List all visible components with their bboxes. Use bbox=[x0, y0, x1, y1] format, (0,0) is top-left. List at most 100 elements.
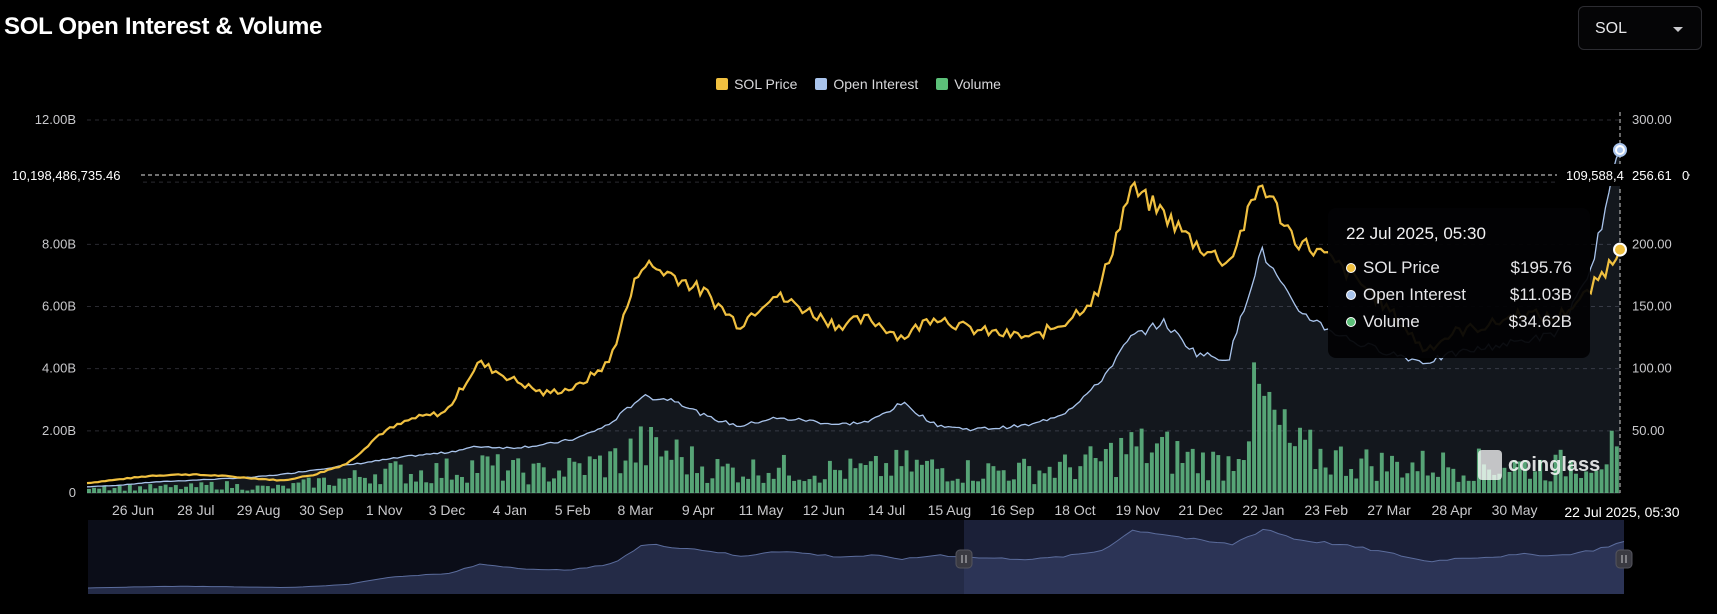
volume-bar bbox=[1052, 477, 1057, 493]
volume-bar bbox=[531, 463, 536, 493]
volume-bar bbox=[224, 481, 229, 493]
volume-bar bbox=[301, 479, 306, 493]
volume-bar bbox=[710, 478, 715, 493]
volume-bar bbox=[465, 482, 470, 493]
volume-bar bbox=[1318, 448, 1323, 493]
volume-bar bbox=[270, 488, 275, 493]
volume-bar bbox=[971, 480, 975, 493]
volume-bar bbox=[659, 456, 664, 493]
volume-bar bbox=[209, 481, 214, 493]
volume-bar bbox=[1088, 446, 1093, 493]
volume-bar bbox=[812, 475, 817, 493]
volume-bar bbox=[623, 460, 628, 493]
volume-bar bbox=[419, 470, 424, 493]
volume-bar bbox=[1144, 463, 1149, 493]
volume-bar bbox=[1579, 477, 1584, 493]
volume-bar bbox=[1548, 481, 1553, 493]
volume-bar bbox=[235, 484, 240, 493]
volume-bar bbox=[291, 483, 296, 493]
volume-bar bbox=[945, 481, 950, 493]
volume-bar bbox=[276, 484, 280, 493]
volume-bar bbox=[1292, 446, 1297, 493]
volume-bar bbox=[1241, 460, 1246, 493]
volume-bar bbox=[577, 463, 582, 493]
volume-bar bbox=[1308, 429, 1313, 493]
volume-bar bbox=[1338, 446, 1343, 493]
volume-bar bbox=[347, 478, 352, 493]
volume-bar bbox=[1195, 473, 1200, 493]
volume-bar bbox=[178, 489, 183, 493]
y-right-tick-label: 150.00 bbox=[1632, 299, 1672, 314]
volume-bar bbox=[756, 475, 761, 493]
volume-bar bbox=[1027, 466, 1032, 493]
volume-bar bbox=[1410, 462, 1415, 493]
tooltip-row-sol-price: SOL Price $195.76 bbox=[1346, 254, 1572, 281]
volume-bar bbox=[1068, 467, 1073, 493]
volume-bar bbox=[500, 480, 505, 493]
volume-bar bbox=[1395, 461, 1400, 493]
volume-bar bbox=[1528, 478, 1532, 493]
legend-item-sol-price[interactable]: SOL Price bbox=[716, 76, 797, 92]
volume-bar bbox=[173, 485, 178, 493]
volume-bar bbox=[1400, 477, 1405, 493]
volume-bar bbox=[434, 463, 439, 493]
volume-bar bbox=[1436, 476, 1440, 493]
volume-bar bbox=[700, 466, 705, 493]
volume-bar bbox=[506, 470, 510, 493]
volume-bar bbox=[1139, 428, 1144, 493]
volume-bar bbox=[889, 475, 894, 493]
open-interest-area bbox=[87, 150, 1620, 493]
volume-bar bbox=[311, 487, 316, 493]
legend-label-open-interest: Open Interest bbox=[833, 76, 919, 92]
legend-label-volume: Volume bbox=[954, 76, 1001, 92]
x-tick-label: 21 Dec bbox=[1178, 502, 1222, 518]
volume-bar bbox=[1374, 480, 1379, 493]
volume-bar bbox=[1175, 441, 1180, 493]
volume-bar bbox=[240, 489, 245, 493]
y-left-tick-label: 2.00B bbox=[42, 423, 76, 438]
volume-bar bbox=[1047, 466, 1052, 493]
crosshair-right-label-bg bbox=[1557, 164, 1687, 186]
volume-bar bbox=[1073, 479, 1078, 493]
volume-bar bbox=[475, 473, 480, 493]
volume-bar bbox=[771, 478, 776, 493]
volume-bar bbox=[1298, 427, 1302, 493]
volume-bar bbox=[1262, 395, 1267, 493]
volume-bar bbox=[1568, 460, 1573, 493]
volume-bar bbox=[1287, 442, 1292, 493]
volume-bar bbox=[132, 490, 137, 493]
volume-bar bbox=[833, 469, 837, 493]
volume-bar bbox=[1369, 466, 1374, 493]
volume-bar bbox=[1149, 452, 1154, 493]
volume-bar bbox=[741, 476, 745, 493]
x-tick-label: 19 Nov bbox=[1116, 502, 1160, 518]
volume-bar bbox=[552, 478, 556, 493]
y-right-tick-label: 300.00 bbox=[1632, 112, 1672, 127]
volume-bar bbox=[853, 468, 858, 493]
volume-bar bbox=[884, 463, 889, 493]
volume-bar bbox=[592, 459, 597, 493]
navigator-area bbox=[88, 529, 1624, 594]
volume-bar bbox=[439, 477, 444, 493]
volume-bar bbox=[603, 477, 608, 493]
volume-bar bbox=[148, 484, 153, 493]
volume-bar bbox=[286, 488, 291, 493]
y-left-tick-label: 8.00B bbox=[42, 236, 76, 251]
volume-bar bbox=[1022, 458, 1027, 493]
volume-bar bbox=[1006, 480, 1011, 493]
volume-bar bbox=[1190, 448, 1195, 493]
volume-bar bbox=[930, 459, 935, 493]
volume-bar bbox=[1277, 424, 1282, 493]
legend-item-volume[interactable]: Volume bbox=[936, 76, 1001, 92]
volume-bar bbox=[122, 490, 127, 493]
volume-bar bbox=[1512, 460, 1517, 493]
legend-item-open-interest[interactable]: Open Interest bbox=[815, 76, 918, 92]
volume-bar bbox=[1379, 452, 1384, 493]
volume-bar bbox=[858, 463, 863, 493]
coin-select-dropdown[interactable]: SOL bbox=[1578, 6, 1702, 50]
volume-bar bbox=[1589, 472, 1594, 493]
volume-bar bbox=[1313, 469, 1318, 493]
volume-bar bbox=[965, 460, 970, 493]
volume-bar bbox=[1543, 480, 1548, 493]
